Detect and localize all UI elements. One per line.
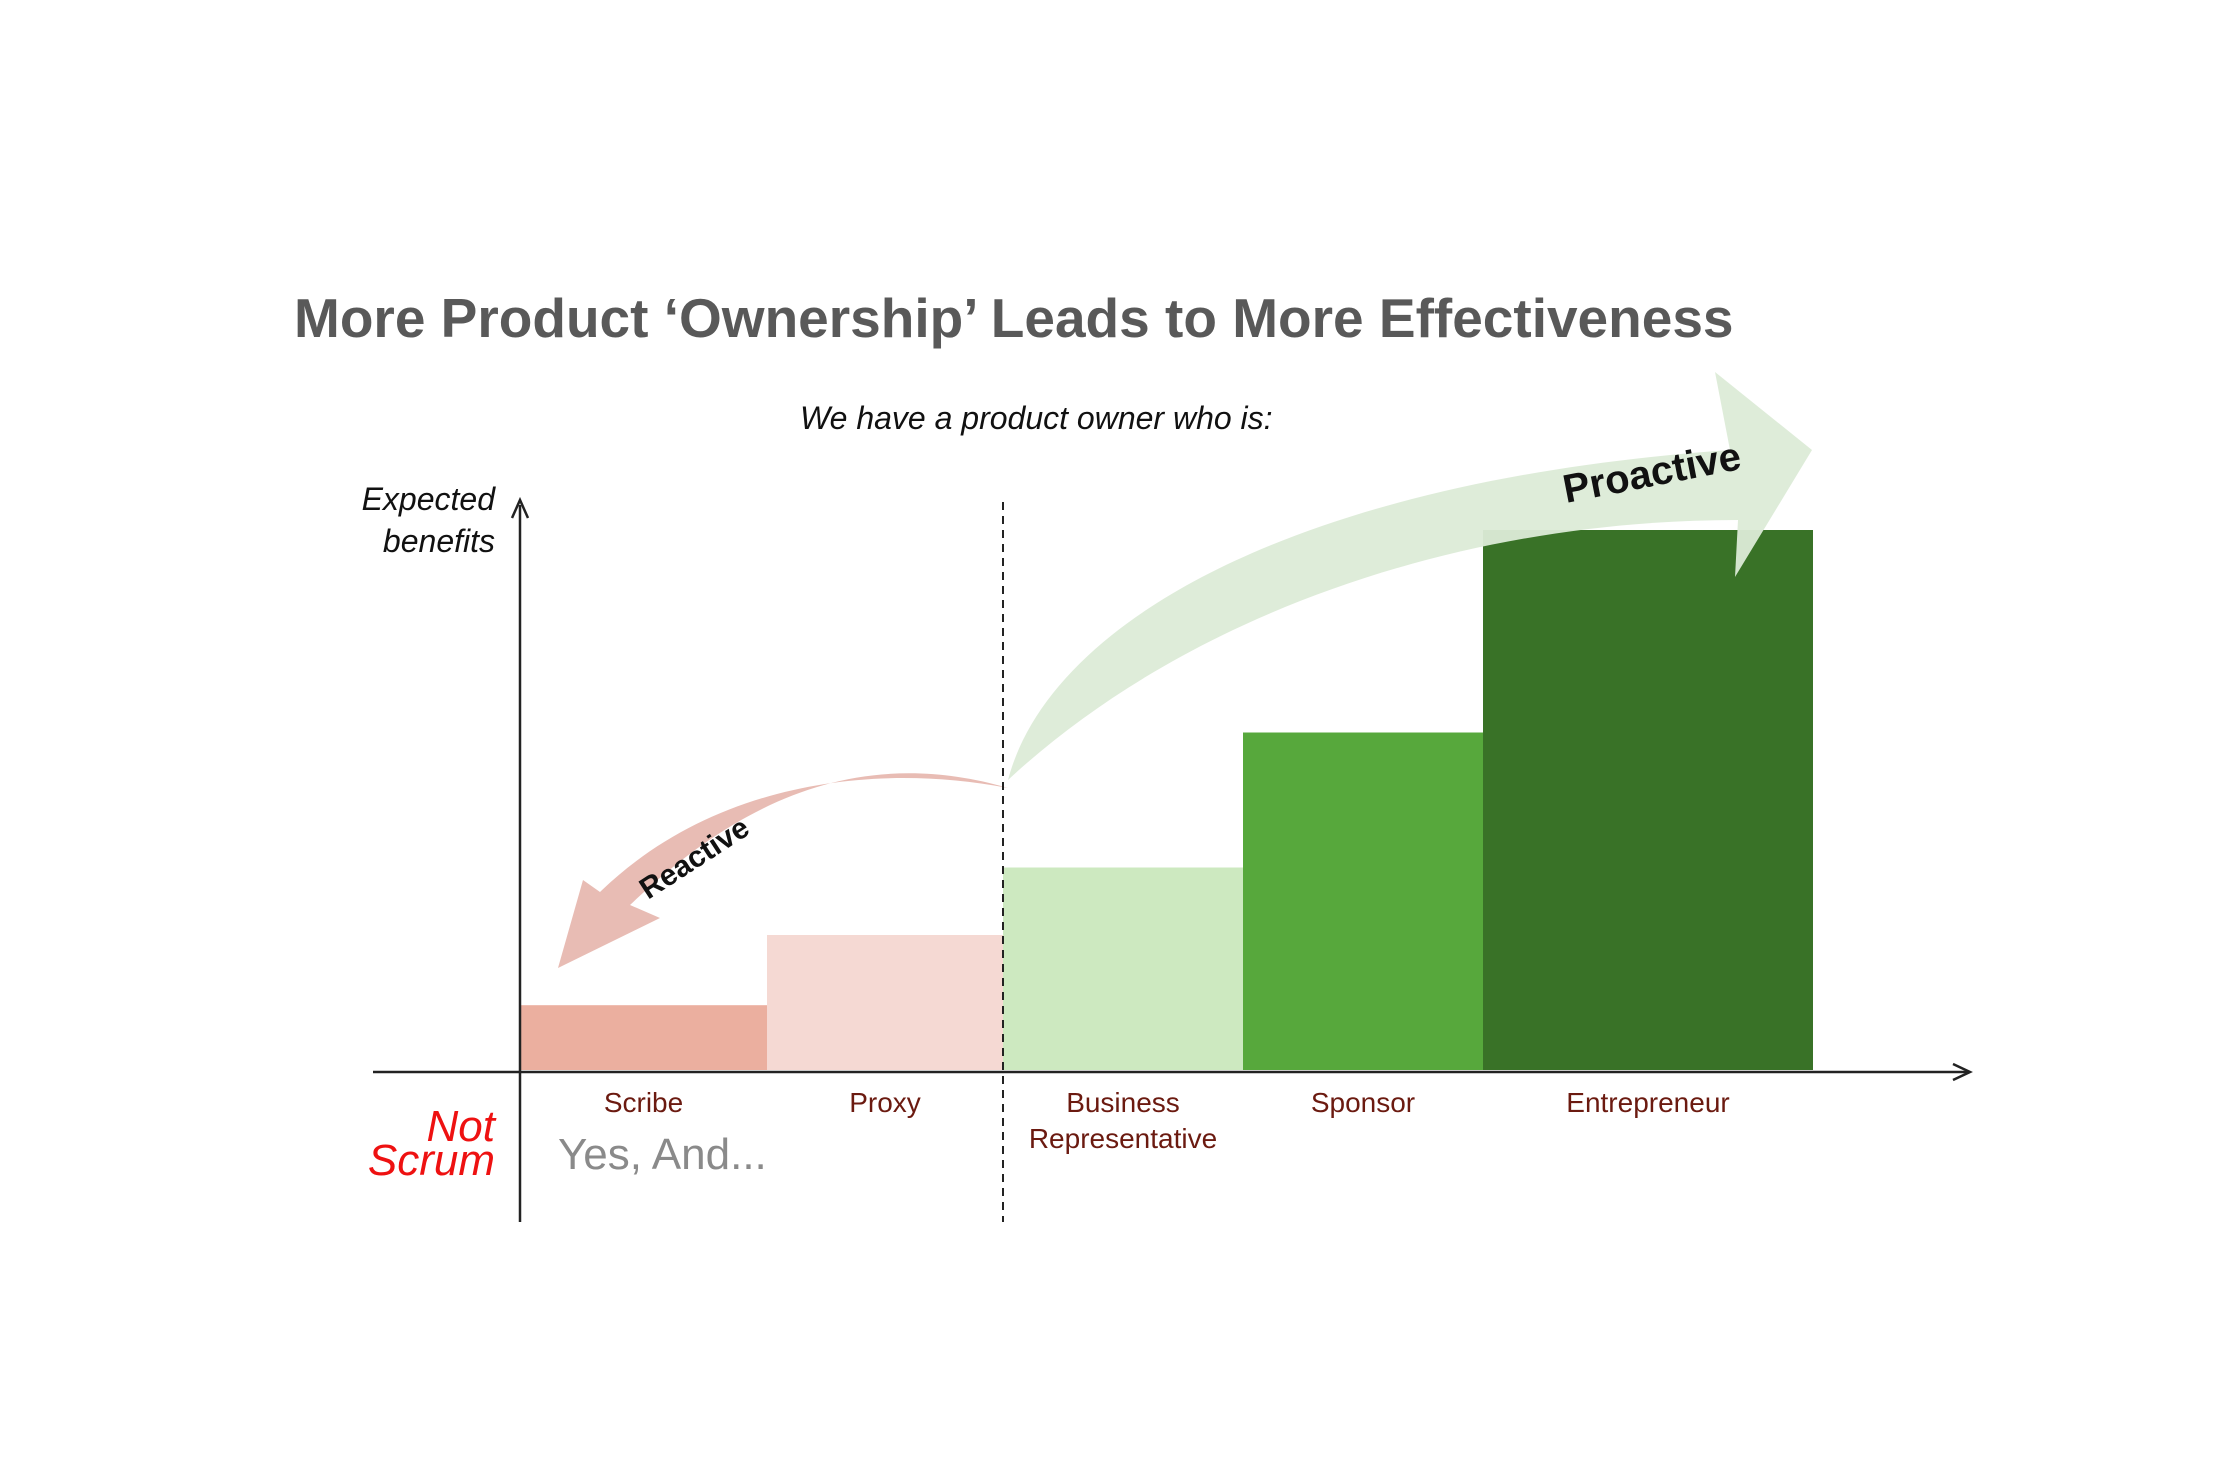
- x-tick-label-line: Representative: [1029, 1123, 1217, 1154]
- chart-title: More Product ‘Ownership’ Leads to More E…: [294, 287, 1734, 349]
- x-tick-label-proxy: Proxy: [849, 1087, 921, 1118]
- bar-business-representative: [1003, 867, 1243, 1070]
- bar-scribe: [520, 1005, 767, 1070]
- category-labels-group: Scribe Proxy Business Representative Sponsor…: [604, 1087, 1730, 1154]
- bar-proxy: [767, 935, 1003, 1070]
- reactive-arrow: [558, 773, 1008, 968]
- chart-subtitle: We have a product owner who is:: [800, 400, 1273, 436]
- x-tick-label-line: Proxy: [849, 1087, 921, 1118]
- y-axis-arrowhead: [510, 496, 530, 519]
- not-scrum-label: Not Scrum: [330, 1102, 495, 1185]
- x-tick-label-line: Business: [1066, 1087, 1180, 1118]
- x-axis-arrowhead: [1952, 1062, 1973, 1082]
- y-axis-label: Expected benefits: [300, 478, 495, 562]
- proactive-arrow: [1008, 372, 1812, 780]
- x-tick-label-line: Entrepreneur: [1566, 1087, 1729, 1118]
- y-axis-label-line-1: Expected: [361, 481, 495, 517]
- y-axis-label-line-2: benefits: [382, 523, 495, 559]
- bar-sponsor: [1243, 732, 1483, 1070]
- x-tick-label-line: Scribe: [604, 1087, 683, 1118]
- x-tick-label-business-representative: Business Representative: [1029, 1087, 1217, 1154]
- bars-group: [520, 530, 1813, 1070]
- not-scrum-line-2: Scrum: [367, 1136, 495, 1185]
- x-tick-label-line: Sponsor: [1311, 1087, 1415, 1118]
- x-tick-label-scribe: Scribe: [604, 1087, 683, 1118]
- x-tick-label-entrepreneur: Entrepreneur: [1566, 1087, 1729, 1118]
- yes-and-label: Yes, And...: [558, 1130, 767, 1179]
- not-scrum-line-1: Not: [426, 1102, 495, 1151]
- x-tick-label-sponsor: Sponsor: [1311, 1087, 1415, 1118]
- bar-entrepreneur: [1483, 530, 1813, 1070]
- axes-group: [373, 496, 1973, 1222]
